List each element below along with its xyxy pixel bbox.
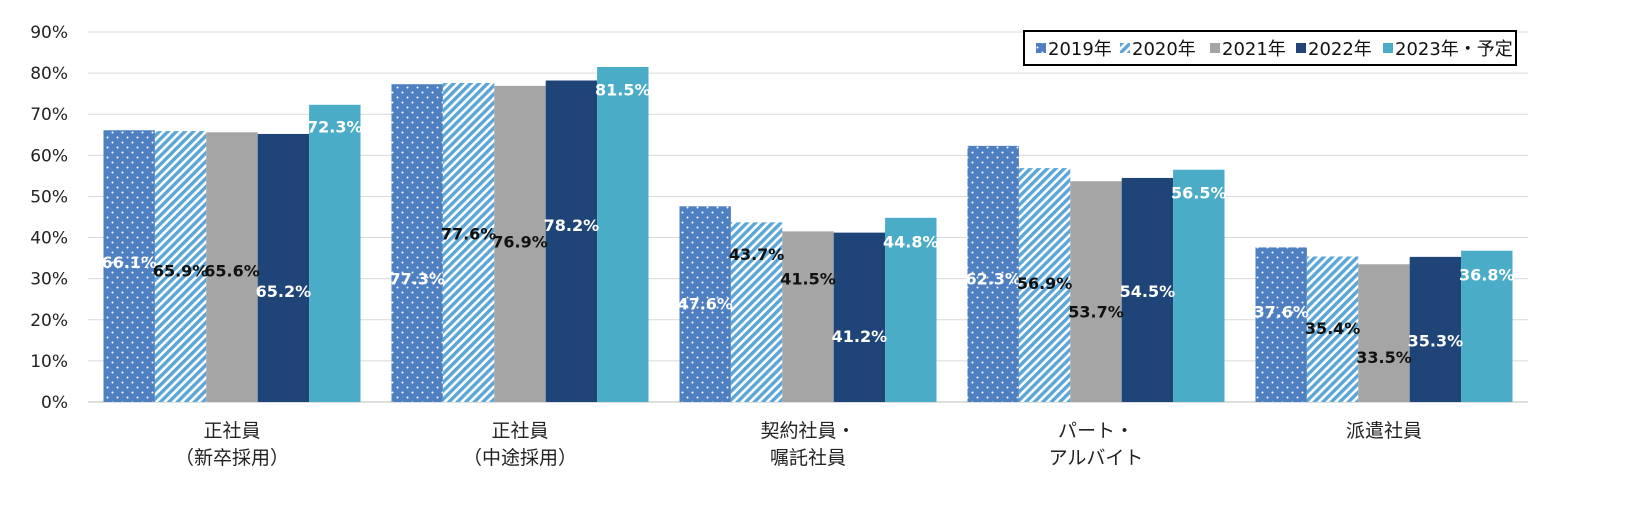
data-label: 37.6% <box>1253 303 1309 322</box>
data-label: 56.5% <box>1171 183 1227 202</box>
bar <box>1461 250 1513 402</box>
data-label: 77.6% <box>441 224 497 243</box>
data-label: 35.4% <box>1305 319 1361 338</box>
data-label: 43.7% <box>729 245 785 264</box>
x-category-label: 正社員 <box>491 420 548 442</box>
bar <box>206 132 258 403</box>
bar <box>833 232 886 402</box>
bar <box>1358 264 1410 402</box>
data-label: 78.2% <box>544 216 600 235</box>
x-category-label: （中途採用） <box>463 447 577 469</box>
bar <box>545 80 598 402</box>
y-axis-ticks: 0% 10% 20% 30% 40% 50% 60% 70% 80% 90% <box>30 23 68 413</box>
y-tick-label: 40% <box>30 229 68 249</box>
bar <box>154 131 207 403</box>
data-label: 36.8% <box>1459 266 1515 285</box>
x-category-label: 契約社員・ <box>760 420 855 442</box>
data-label: 35.3% <box>1408 331 1464 350</box>
data-labels: 66.1% 77.3% 47.6% 62.3% 37.6% 65.9% 77.6% 43.7%… <box>101 81 1514 367</box>
bar <box>782 231 834 402</box>
y-tick-label: 70% <box>30 105 68 125</box>
x-category-label: パート・ <box>1058 420 1134 442</box>
x-category-label: （新卒採用） <box>175 447 289 469</box>
bar <box>391 84 443 402</box>
legend-label: 2020年 <box>1132 39 1196 60</box>
bar <box>103 130 155 402</box>
bar <box>1306 256 1359 402</box>
data-label: 65.6% <box>204 261 260 280</box>
legend-swatch <box>1210 43 1220 53</box>
y-tick-label: 0% <box>41 393 68 413</box>
bar <box>679 206 731 402</box>
data-label: 53.7% <box>1068 303 1124 322</box>
x-category-label: 正社員 <box>203 420 260 442</box>
bar <box>257 133 310 402</box>
y-tick-label: 50% <box>30 187 68 207</box>
x-category-label: 派遣社員 <box>1346 420 1422 442</box>
bar <box>442 82 495 402</box>
legend-swatch <box>1383 43 1393 53</box>
data-label: 41.5% <box>780 270 836 289</box>
bar <box>1255 247 1307 402</box>
bar <box>597 66 649 402</box>
data-label: 76.9% <box>492 233 548 252</box>
bar <box>730 222 783 402</box>
legend-label: 2022年 <box>1308 39 1372 60</box>
y-tick-label: 10% <box>30 352 68 372</box>
data-label: 41.2% <box>832 327 888 346</box>
legend-swatch <box>1036 43 1046 53</box>
x-category-label: 嘱託社員 <box>770 447 846 469</box>
y-tick-label: 60% <box>30 146 68 166</box>
bar <box>1409 256 1462 402</box>
bars <box>103 66 1513 403</box>
legend-swatch <box>1296 43 1306 53</box>
data-label: 72.3% <box>307 118 363 137</box>
legend-label: 2023年・予定 <box>1395 39 1513 60</box>
data-label: 81.5% <box>595 81 651 100</box>
data-label: 77.3% <box>389 270 445 289</box>
data-label: 33.5% <box>1356 348 1412 367</box>
y-tick-label: 30% <box>30 270 68 290</box>
legend-label: 2019年 <box>1048 39 1112 60</box>
data-label: 62.3% <box>965 270 1021 289</box>
data-label: 44.8% <box>883 233 939 252</box>
y-tick-label: 80% <box>30 64 68 84</box>
x-category-label: アルバイト <box>1049 447 1144 469</box>
bar <box>1018 168 1071 402</box>
bar <box>1121 177 1174 402</box>
data-label: 65.9% <box>153 261 209 280</box>
bar <box>967 145 1019 402</box>
legend-swatch <box>1120 43 1130 53</box>
data-label: 56.9% <box>1017 274 1073 293</box>
data-label: 65.2% <box>256 282 312 301</box>
data-label: 47.6% <box>677 294 733 313</box>
y-tick-label: 20% <box>30 311 68 331</box>
x-axis-categories: 正社員 （新卒採用） 正社員 （中途採用） 契約社員・嘱託社員 パート・アルバイト 派遣社員 <box>175 420 1422 469</box>
bar <box>309 104 361 403</box>
bar <box>1173 169 1225 402</box>
bar <box>1070 181 1122 402</box>
bar <box>885 217 937 402</box>
data-label: 66.1% <box>101 253 157 272</box>
bar <box>494 85 546 402</box>
data-label: 54.5% <box>1120 282 1176 301</box>
legend-label: 2021年 <box>1222 39 1286 60</box>
legend: 2019年 2020年 2021年 2022年 2023年・予定 <box>1023 30 1517 66</box>
legend-box <box>1023 30 1517 66</box>
y-tick-label: 90% <box>30 23 68 43</box>
